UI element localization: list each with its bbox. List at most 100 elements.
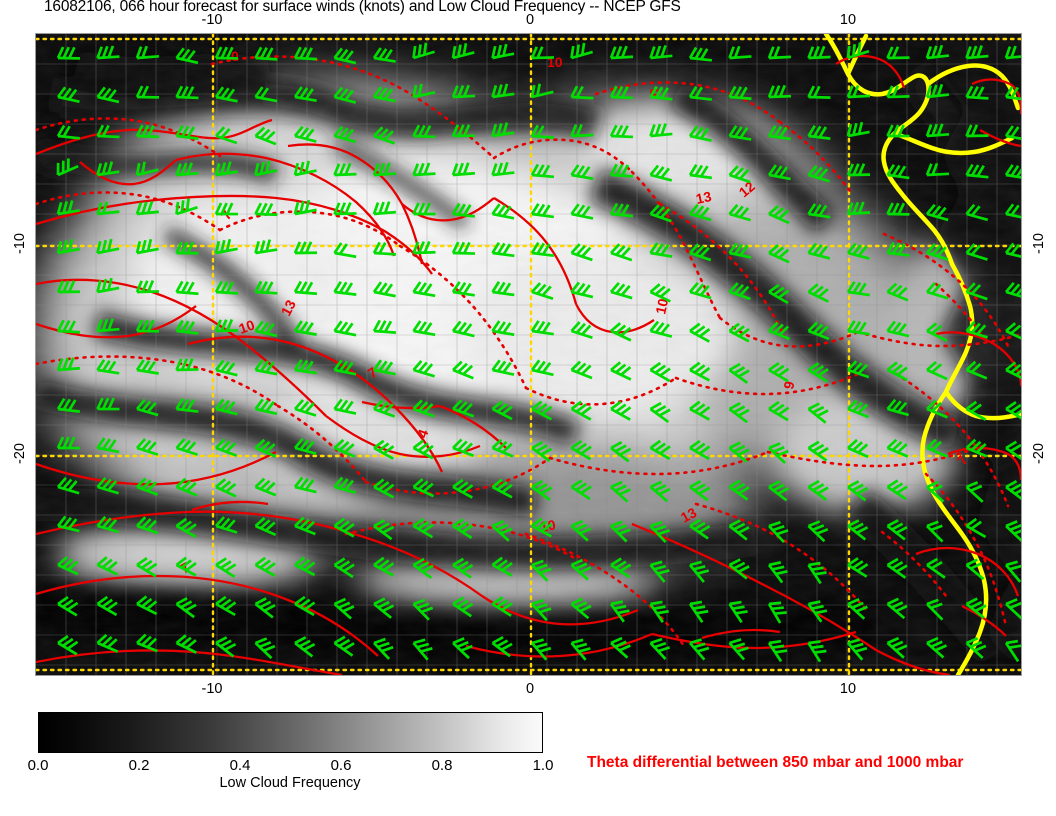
wind-barb	[96, 277, 120, 294]
wind-barb	[254, 160, 278, 177]
wind-barb	[491, 478, 513, 499]
wind-barb	[175, 162, 199, 177]
wind-barb	[57, 635, 79, 656]
wind-barb	[96, 595, 118, 617]
wind-barb	[570, 439, 592, 461]
axis-tick-top-0: -10	[201, 12, 223, 28]
wind-barb	[965, 481, 984, 503]
wind-barb	[412, 478, 435, 498]
wind-barb	[886, 320, 910, 338]
wind-barb	[728, 441, 750, 463]
wind-barb	[570, 203, 594, 220]
wind-barb	[412, 240, 436, 255]
wind-barb	[570, 164, 594, 181]
wind-barb	[135, 161, 159, 177]
wind-barb	[610, 400, 632, 421]
wind-barb	[846, 42, 870, 60]
wind-barb	[728, 203, 752, 222]
wind-barb	[1004, 242, 1021, 260]
wind-barb	[451, 84, 476, 99]
wind-barb	[688, 560, 710, 583]
colorbar-gradient	[38, 712, 543, 753]
wind-barb	[373, 597, 395, 619]
wind-barb	[293, 199, 317, 216]
colorbar	[38, 712, 543, 753]
wind-barb	[96, 86, 120, 104]
wind-barb	[215, 126, 238, 145]
wind-barb	[926, 557, 946, 579]
wind-barb	[570, 558, 592, 581]
wind-barb	[847, 597, 868, 620]
wind-barb	[570, 479, 592, 501]
wind-barb	[807, 402, 829, 424]
wind-barbs	[56, 42, 1021, 663]
wind-barb	[96, 633, 119, 653]
wind-barb	[649, 164, 673, 182]
colorbar-tick-0: 0.0	[27, 757, 49, 774]
wind-barb	[688, 600, 709, 623]
wind-barb	[135, 280, 160, 294]
wind-barb	[886, 46, 910, 60]
wind-barb	[373, 519, 395, 541]
wind-barb	[451, 43, 475, 60]
wind-barb	[452, 557, 474, 579]
wind-barb	[412, 281, 436, 298]
wind-barb	[333, 557, 355, 579]
wind-barb	[293, 46, 318, 61]
wind-barb	[688, 46, 713, 62]
wind-barb	[807, 45, 831, 60]
wind-barb	[215, 438, 238, 457]
wind-barb	[333, 320, 357, 337]
wind-barb	[1004, 560, 1021, 583]
wind-barb	[610, 322, 632, 342]
wind-barb	[649, 401, 671, 424]
colorbar-tick-5: 1.0	[532, 757, 554, 774]
chart-plot-area: 7 10 13 7 4 7 10 13 0 10 0 13 12 10 9 7	[12, 12, 1047, 697]
wind-barb	[452, 478, 474, 499]
wind-barb	[136, 633, 158, 653]
wind-barb	[294, 556, 316, 577]
wind-barb	[1004, 203, 1021, 220]
wind-barb	[135, 359, 159, 375]
wind-barb	[728, 85, 752, 101]
wind-barb	[96, 397, 120, 411]
wind-barb	[293, 241, 318, 255]
wind-barb	[807, 165, 830, 183]
wind-barb	[135, 124, 160, 139]
wind-barb	[807, 362, 829, 383]
theta-differential-note: Theta differential between 850 mbar and …	[587, 754, 964, 771]
wind-barb	[649, 480, 671, 503]
wind-barb	[610, 441, 632, 463]
wind-barb	[452, 596, 474, 618]
wind-barb	[96, 437, 120, 454]
wind-barb	[768, 400, 790, 422]
wind-barb	[925, 44, 950, 60]
wind-barb	[767, 561, 788, 584]
wind-barb	[886, 597, 908, 620]
wind-barb	[886, 557, 908, 579]
wind-barb	[293, 125, 317, 143]
wind-barb	[135, 238, 159, 255]
wind-barb	[96, 556, 118, 576]
wind-barb	[96, 515, 120, 534]
wind-barb	[1005, 361, 1021, 381]
wind-barb	[214, 398, 238, 416]
wind-barb	[491, 438, 514, 458]
wind-barb	[372, 319, 397, 334]
svg-text:13: 13	[678, 504, 699, 526]
wind-barb	[333, 398, 357, 415]
wind-barb	[1005, 401, 1021, 422]
low-cloud-frequency-map: 7 10 13 7 4 7 10 13 0 10 0 13 12 10 9 7	[36, 34, 1021, 675]
wind-barb	[452, 518, 474, 539]
wind-barb	[767, 45, 792, 60]
wind-barb	[965, 321, 988, 339]
wind-barb	[807, 520, 829, 543]
wind-barb	[728, 165, 751, 184]
wind-barb	[768, 480, 790, 502]
wind-barb	[451, 320, 475, 338]
wind-barb	[570, 42, 594, 60]
wind-barb	[56, 476, 80, 495]
wind-barb	[886, 519, 908, 541]
wind-barb	[96, 124, 120, 139]
wind-barb	[649, 560, 670, 583]
